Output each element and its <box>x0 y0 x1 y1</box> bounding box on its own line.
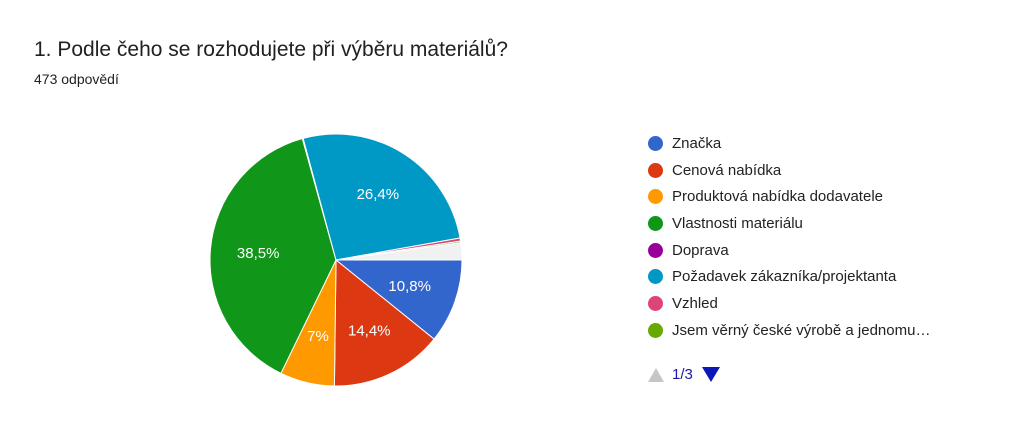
legend: Značka Cenová nabídka Produktová nabídka d… <box>648 130 930 344</box>
legend-item: Produktová nabídka dodavatele <box>648 183 930 210</box>
legend-label: Značka <box>672 134 722 152</box>
legend-swatch <box>648 269 663 285</box>
page-indicator: 1/3 <box>672 366 693 383</box>
legend-swatch <box>648 242 663 258</box>
legend-swatch <box>648 215 663 231</box>
slice-label: 26,4% <box>357 186 400 203</box>
legend-label: Produktová nabídka dodavatele <box>672 188 883 206</box>
legend-label: Jsem věrný české výrobě a jednomu… <box>672 321 931 339</box>
legend-label: Vlastnosti materiálu <box>672 214 803 232</box>
legend-swatch <box>648 135 663 151</box>
legend-item: Doprava <box>648 237 930 264</box>
pie-slice <box>302 133 461 261</box>
legend-swatch <box>648 295 663 311</box>
legend-pager: 1/3 <box>648 366 720 383</box>
slice-label: 38,5% <box>237 245 280 262</box>
pie-slice <box>333 258 435 387</box>
legend-label: Požadavek zákazníka/projektanta <box>672 268 897 286</box>
legend-item: Značka <box>648 130 930 157</box>
legend-swatch <box>648 322 663 338</box>
slice-label: 14,4% <box>348 323 391 340</box>
legend-label: Doprava <box>672 241 729 259</box>
slice-label: 7% <box>307 328 329 345</box>
legend-item: Jsem věrný české výrobě a jednomu… <box>648 317 930 344</box>
legend-item: Vlastnosti materiálu <box>648 210 930 237</box>
slice-label: 10,8% <box>388 278 431 295</box>
legend-swatch <box>648 162 663 178</box>
question-title: 1. Podle čeho se rozhodujete při výběru … <box>34 38 508 61</box>
legend-item: Požadavek zákazníka/projektanta <box>648 263 930 290</box>
pie-slice <box>335 242 463 261</box>
previous-page-icon[interactable] <box>648 367 664 382</box>
response-count: 473 odpovědí <box>34 71 119 87</box>
legend-label: Cenová nabídka <box>672 161 782 179</box>
legend-item: Cenová nabídka <box>648 157 930 184</box>
legend-label: Vzhled <box>672 294 718 312</box>
pie-slice <box>334 259 463 340</box>
legend-swatch <box>648 189 663 205</box>
legend-item: Vzhled <box>648 290 930 317</box>
next-page-icon[interactable] <box>701 367 720 382</box>
pie-slice <box>209 137 337 374</box>
